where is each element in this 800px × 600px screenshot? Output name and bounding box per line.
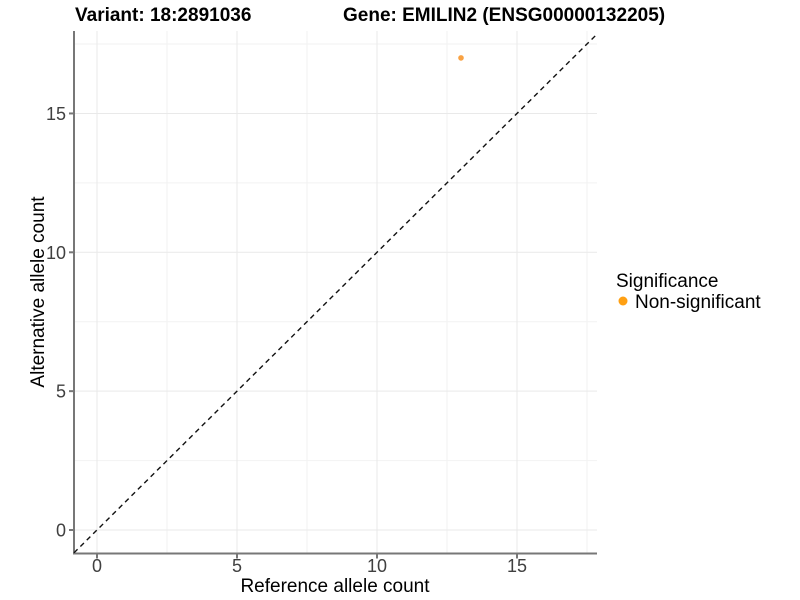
- gridlines-layer: [74, 31, 597, 554]
- y-tick-label: 5: [56, 382, 66, 402]
- legend-title: Significance: [616, 271, 718, 292]
- x-tick-label: 5: [232, 556, 242, 576]
- plot-title-variant: Variant: 18:2891036: [75, 5, 251, 26]
- x-tick-label: 0: [92, 556, 102, 576]
- y-axis-title: Alternative allele count: [28, 196, 49, 388]
- identity-dashed-line: [73, 33, 598, 554]
- x-axis-title: Reference allele count: [240, 576, 430, 597]
- plot-title-gene: Gene: EMILIN2 (ENSG00000132205): [343, 5, 665, 26]
- axes-layer: [69, 31, 597, 559]
- y-tick-label: 0: [56, 521, 66, 541]
- x-tick-label: 15: [507, 556, 527, 576]
- x-tick-label: 10: [367, 556, 387, 576]
- data-layer: [73, 33, 598, 554]
- legend-entry-label: Non-significant: [635, 292, 761, 313]
- legend-key-dot-icon: [618, 296, 628, 306]
- tick-labels-layer: 0 5 10 15 0 5 10 15: [46, 104, 527, 576]
- data-point: [458, 55, 464, 61]
- y-tick-label: 15: [46, 104, 66, 124]
- legend: Significance Non-significant: [616, 271, 761, 313]
- y-tick-label: 10: [46, 243, 66, 263]
